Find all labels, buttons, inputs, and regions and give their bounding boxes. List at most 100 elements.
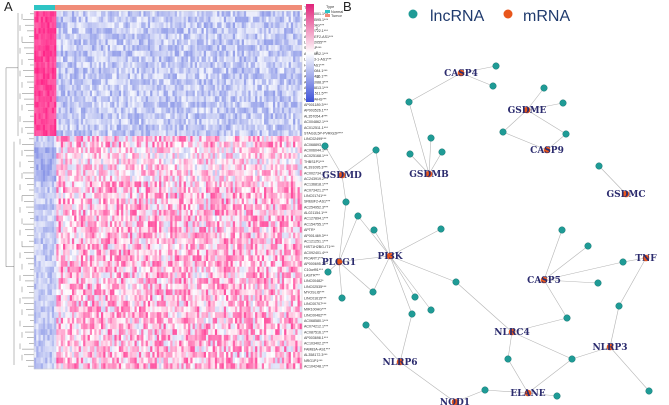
network-edge	[609, 305, 620, 348]
lncrna-node	[342, 198, 350, 206]
lncrna-node	[584, 242, 592, 250]
lncrna-node	[562, 130, 570, 138]
heatmap-legend: Type Normal Tumor 2 0 -2	[306, 4, 343, 102]
network-edge	[571, 346, 611, 360]
lncrna-node	[324, 268, 332, 276]
row-label: LINC01741***	[304, 194, 327, 198]
legend-tick-mid: 0	[316, 51, 318, 55]
mrna-node-label: GSDMB	[409, 170, 449, 180]
mrna-node-label: NOD1	[440, 398, 470, 405]
network-edge	[324, 145, 343, 176]
network-edge	[543, 261, 624, 281]
lncrna-node	[369, 288, 377, 296]
row-label: AL808486.1***	[304, 75, 328, 79]
row-label: AC103402.2***	[304, 342, 329, 346]
row-label: LINC02055***	[304, 41, 327, 45]
lncrna-node	[594, 279, 602, 287]
lncrna-node	[504, 355, 512, 363]
row-label: ARHGEF2-AS1***	[304, 35, 334, 39]
legend-lncrna-label: lncRNA	[430, 8, 485, 25]
row-dendrogram	[5, 13, 34, 367]
mrna-node	[543, 146, 551, 154]
network-edge	[543, 229, 563, 281]
row-label: LASTR***	[304, 274, 320, 278]
lncrna-node	[563, 314, 571, 322]
network-edge	[338, 255, 391, 263]
network-edge	[338, 261, 343, 299]
mrna-node-label: PLCG1	[322, 258, 356, 268]
row-label: AC243919.2***	[304, 177, 329, 181]
heatmap-frame	[33, 10, 303, 370]
row-label: AP001469.3***	[304, 234, 329, 238]
row-label: MYOSLID***	[304, 291, 325, 295]
legend-normal-label: Normal	[331, 10, 343, 14]
row-label: C10orf91***	[304, 268, 324, 272]
network-edge	[618, 257, 647, 307]
network-edge	[526, 87, 545, 111]
legend-tumor-label: Tumor	[331, 14, 343, 18]
network-edge	[527, 358, 573, 394]
network-edge	[598, 165, 627, 195]
mrna-node-label: CASP9	[530, 146, 564, 156]
mrna-node-label: NLRP6	[382, 358, 417, 368]
heatmap-body	[34, 11, 303, 370]
mrna-node	[451, 398, 459, 405]
row-label: AL136084.1***	[304, 69, 328, 73]
network-edge	[389, 255, 457, 283]
network-edge	[526, 109, 567, 135]
lncrna-node	[615, 302, 623, 310]
row-label: AC002734.1***	[304, 171, 329, 175]
mrna-node-label: NLRC4	[494, 328, 529, 338]
row-label: AC091088.3***	[304, 80, 329, 84]
row-label: LINC02499***	[304, 137, 327, 141]
row-label: AC254952.3***	[304, 205, 329, 209]
row-label: AC025168.1***	[304, 154, 329, 158]
mrna-node	[523, 106, 531, 114]
network-edge	[543, 245, 589, 281]
mrna-node-label: ELANE	[510, 389, 545, 399]
lncrna-node	[438, 148, 446, 156]
network-edge	[502, 109, 528, 133]
row-label: HIST1H2BG-IT1***	[304, 245, 335, 249]
row-label: AC074212.1***	[304, 325, 329, 329]
row-label: SREBF2-AS1***	[304, 200, 331, 204]
type-bar-tumor	[55, 5, 302, 10]
network-edge	[484, 389, 529, 394]
network-edge	[408, 101, 430, 175]
row-label: AL358172.3***	[304, 353, 328, 357]
lncrna-node	[370, 226, 378, 234]
legend-normal-swatch	[325, 10, 330, 13]
row-label: AC112722.1***	[304, 29, 329, 33]
row-label: THBS1P1***	[304, 160, 325, 164]
mrna-node-label: NLRP3	[592, 343, 627, 353]
lncrna-node	[427, 134, 435, 142]
lncrna-node	[372, 146, 380, 154]
network-edge	[546, 133, 567, 151]
network-edge	[609, 346, 650, 392]
network-edge	[408, 72, 462, 103]
network-edge	[338, 261, 374, 293]
row-label: AC121251.1***	[304, 239, 329, 243]
network-edge	[507, 331, 513, 360]
network-edge	[389, 255, 416, 298]
row-label: AL021154.1***	[304, 211, 328, 215]
row-label: AC136818.1***	[304, 183, 329, 187]
legend-tick-low: -2	[316, 75, 319, 79]
lncrna-node	[481, 386, 489, 394]
row-label: AC011511.5***	[304, 92, 328, 96]
lncrna-node	[362, 321, 370, 329]
network-edge	[373, 229, 391, 257]
network-edge	[622, 257, 647, 263]
row-label: AC015813.1***	[304, 86, 329, 90]
row-label: AC068580.1***	[304, 319, 329, 323]
mrna-node	[386, 252, 394, 260]
network-edge	[341, 174, 347, 203]
row-label: STAG3L5P-PVRIG2P***	[304, 131, 343, 135]
heatmap-panel: Type AC006001.1*** AC123595.1*** MIR22HG**…	[5, 4, 343, 370]
mrna-node	[642, 254, 650, 262]
mrna-node	[508, 328, 516, 336]
lncrna-node	[499, 128, 507, 136]
row-label: AC006044.1***	[304, 149, 329, 153]
network-nodes: CASP4 GSDME GSDMD GSDMB CASP9 GSDMC PLCG1 PI3K C…	[321, 62, 657, 405]
